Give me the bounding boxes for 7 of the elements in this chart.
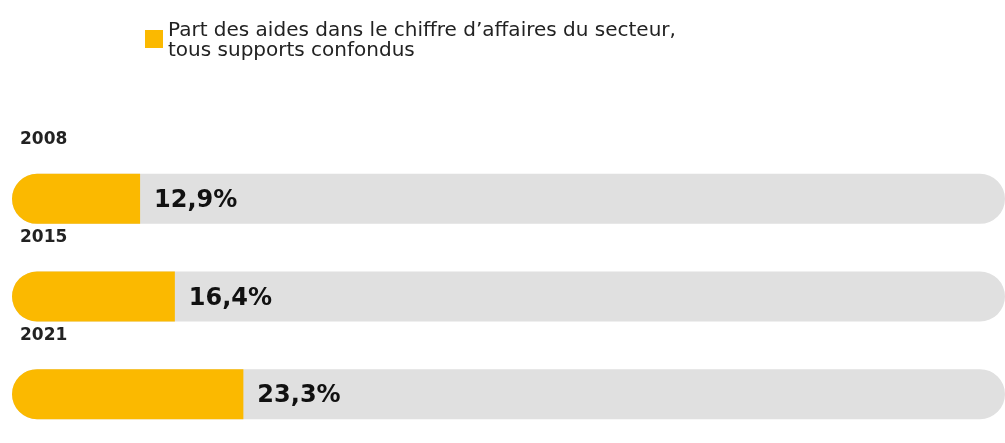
data-label: 23,3% bbox=[257, 380, 341, 409]
legend-label: Part des aides dans le chiffre d’affaires du secteur, tous supports confondus bbox=[168, 17, 683, 61]
y-tick-label: 2008 bbox=[20, 128, 68, 149]
y-tick-label: 2015 bbox=[20, 226, 68, 246]
data-label: 12,9% bbox=[154, 184, 238, 213]
y-tick-label: 2021 bbox=[20, 323, 68, 344]
data-label: 16,4% bbox=[188, 282, 273, 311]
